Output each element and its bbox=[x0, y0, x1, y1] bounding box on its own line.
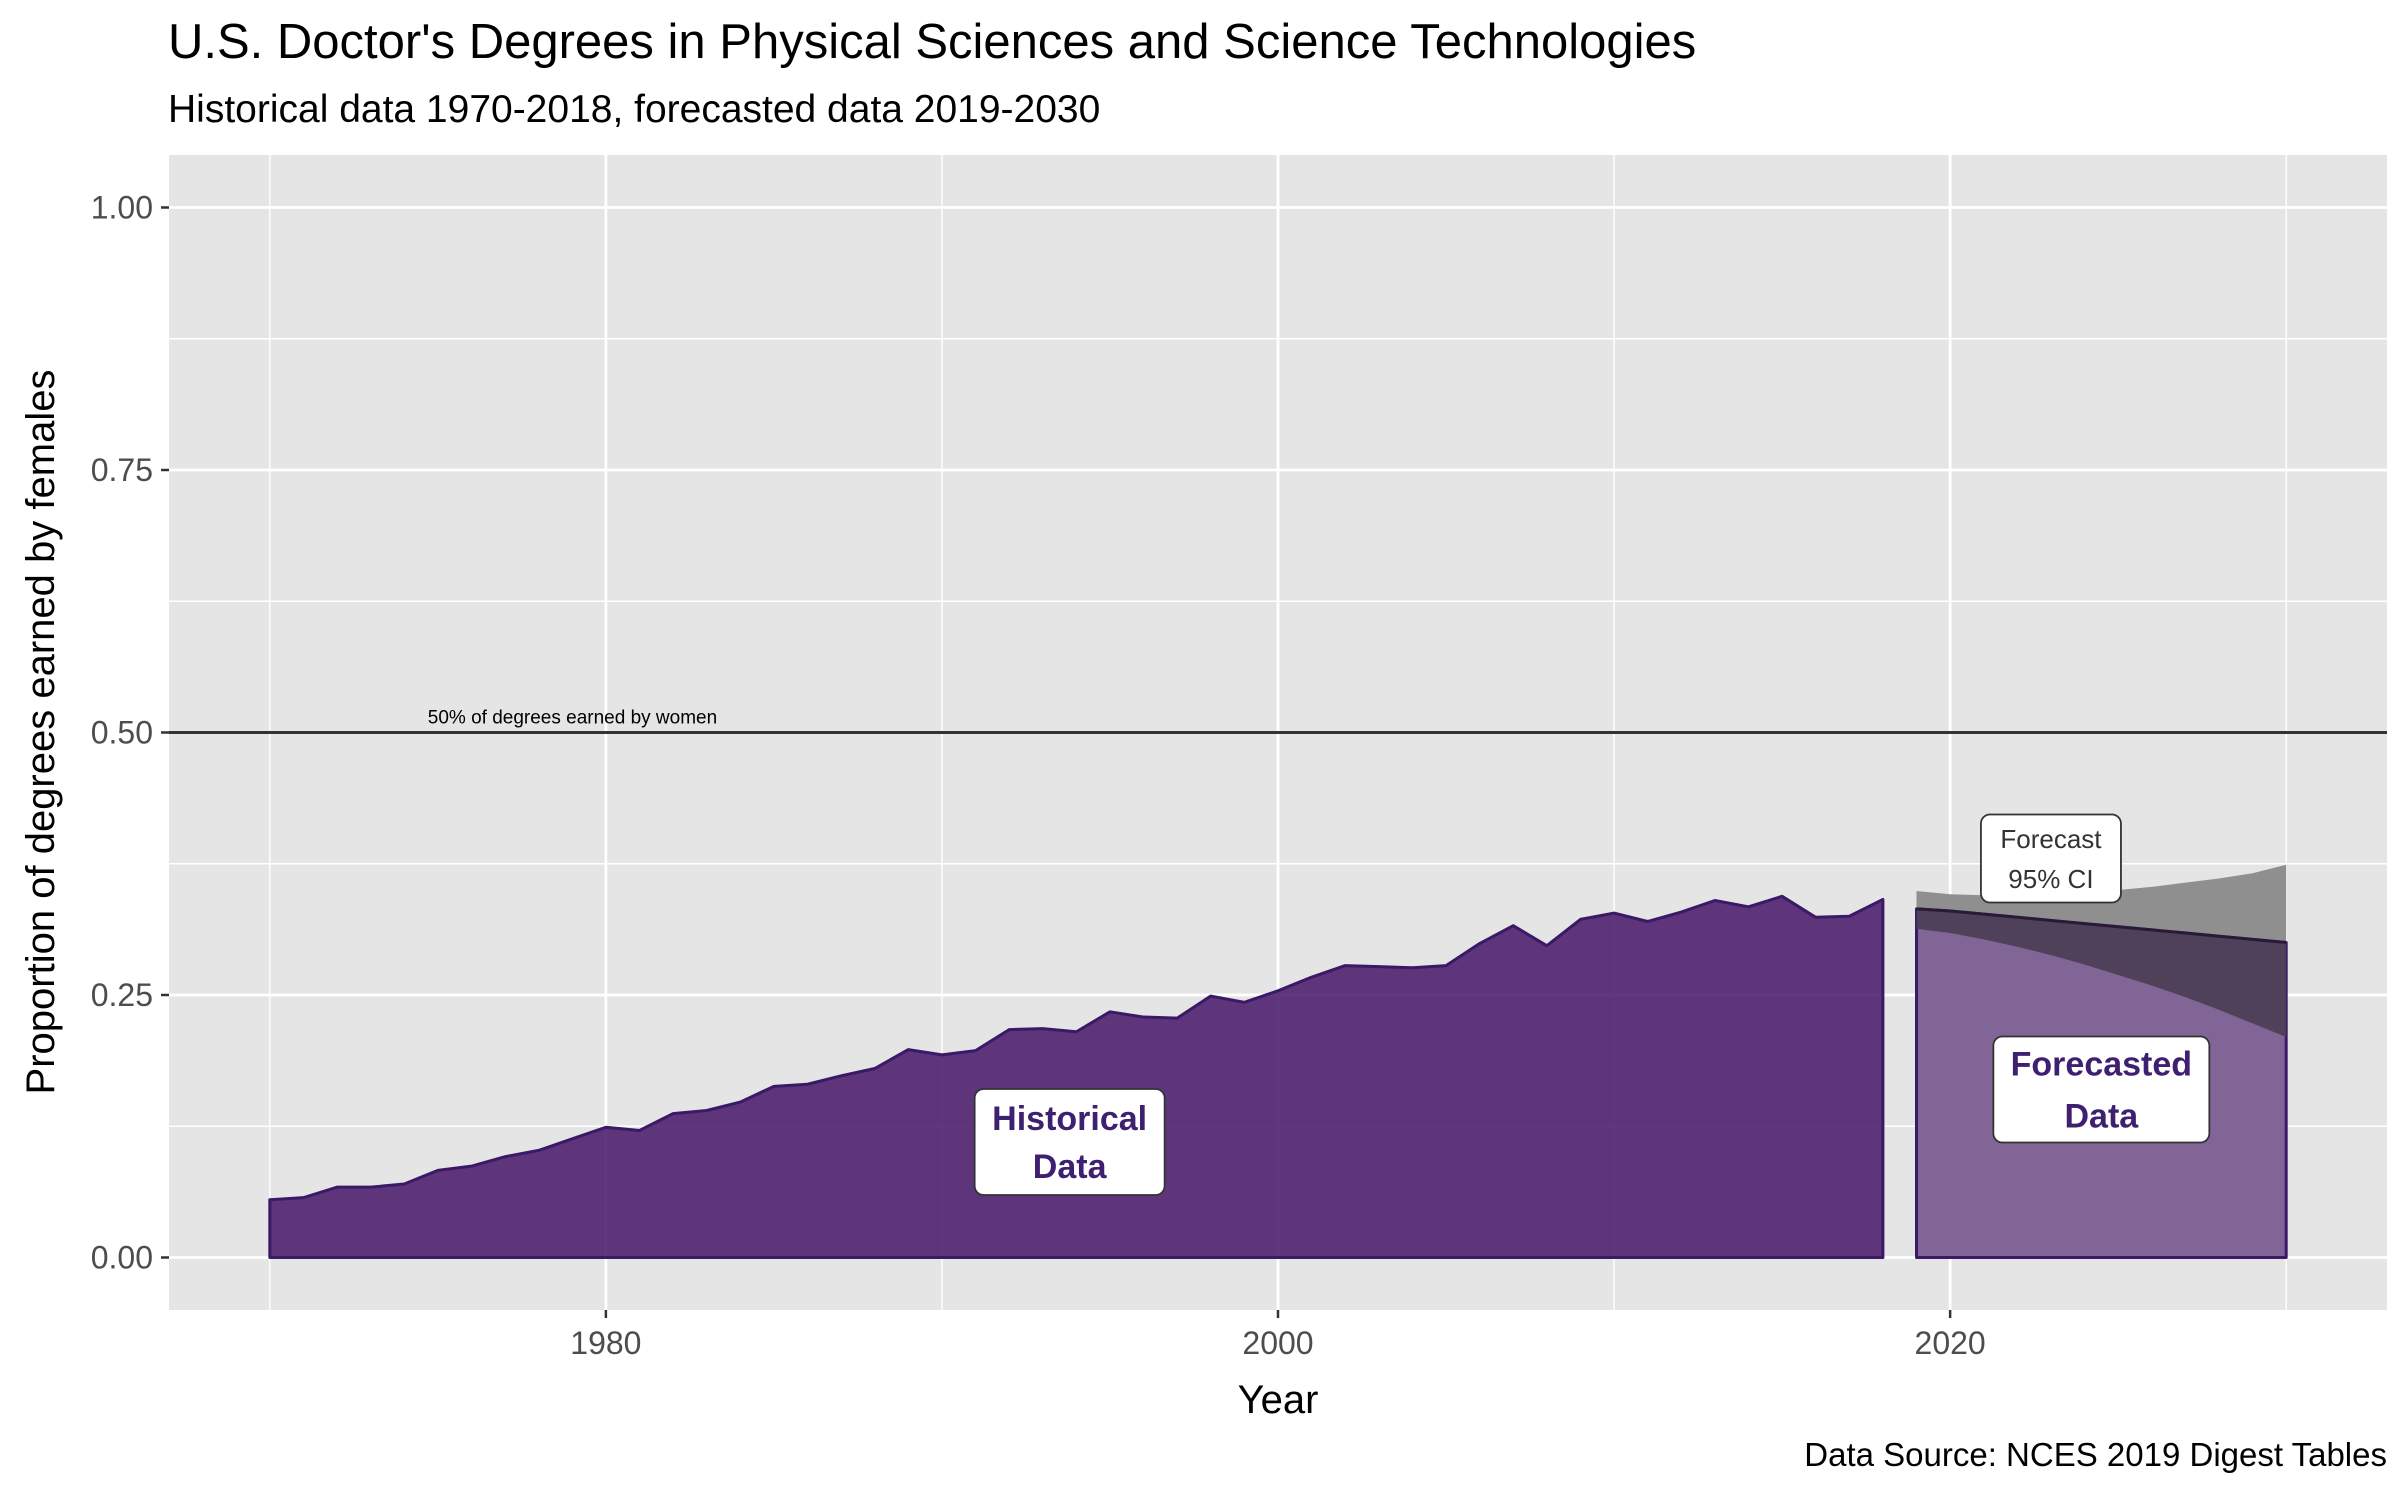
x-tick-label: 1980 bbox=[570, 1325, 641, 1361]
x-tick-label: 2020 bbox=[1915, 1325, 1986, 1361]
chart-title: U.S. Doctor's Degrees in Physical Scienc… bbox=[168, 15, 1697, 69]
forecast-ci-label-box bbox=[1980, 813, 2122, 904]
y-tick-label: 0.75 bbox=[91, 452, 153, 488]
forecasted-data-label: Data bbox=[2064, 1098, 2139, 1136]
historical-area bbox=[268, 894, 1885, 1259]
forecasted-data-label-box bbox=[1992, 1035, 2211, 1144]
y-tick-label: 1.00 bbox=[91, 190, 153, 226]
x-tick-label: 2000 bbox=[1242, 1325, 1313, 1361]
forecasted-data-label: Forecasted bbox=[2011, 1046, 2192, 1084]
reference-line-label: 50% of degrees earned by women bbox=[428, 708, 717, 729]
y-tick-label: 0.00 bbox=[91, 1240, 153, 1276]
chart-caption: Data Source: NCES 2019 Digest Tables bbox=[1804, 1436, 2387, 1473]
y-axis-title: Proportion of degrees earned by females bbox=[19, 370, 63, 1095]
annotation-layer: Historical Data Forecasted Data Forecast 95% … bbox=[973, 813, 2211, 1196]
y-tick-label: 0.50 bbox=[91, 715, 153, 751]
reference-line-layer: 50% of degrees earned by women bbox=[169, 708, 2387, 734]
forecast-ci-overlap bbox=[1916, 908, 2287, 1037]
x-axis-title: Year bbox=[1238, 1378, 1319, 1422]
chart-subtitle: Historical data 1970-2018, forecasted da… bbox=[168, 88, 1101, 131]
y-tick-label: 0.25 bbox=[91, 977, 153, 1013]
forecast-mean-line bbox=[1916, 907, 2287, 944]
axis-layer: 0.00 0.25 0.50 0.75 1.00 1980 2000 2020 bbox=[91, 190, 1986, 1362]
forecast-ci-label: Forecast bbox=[2000, 824, 2102, 854]
historical-data-label: Data bbox=[1033, 1148, 1108, 1186]
historical-data-label-box bbox=[973, 1088, 1166, 1196]
forecast-ci-label: 95% CI bbox=[2008, 864, 2093, 894]
historical-data-label: Historical bbox=[992, 1100, 1147, 1138]
